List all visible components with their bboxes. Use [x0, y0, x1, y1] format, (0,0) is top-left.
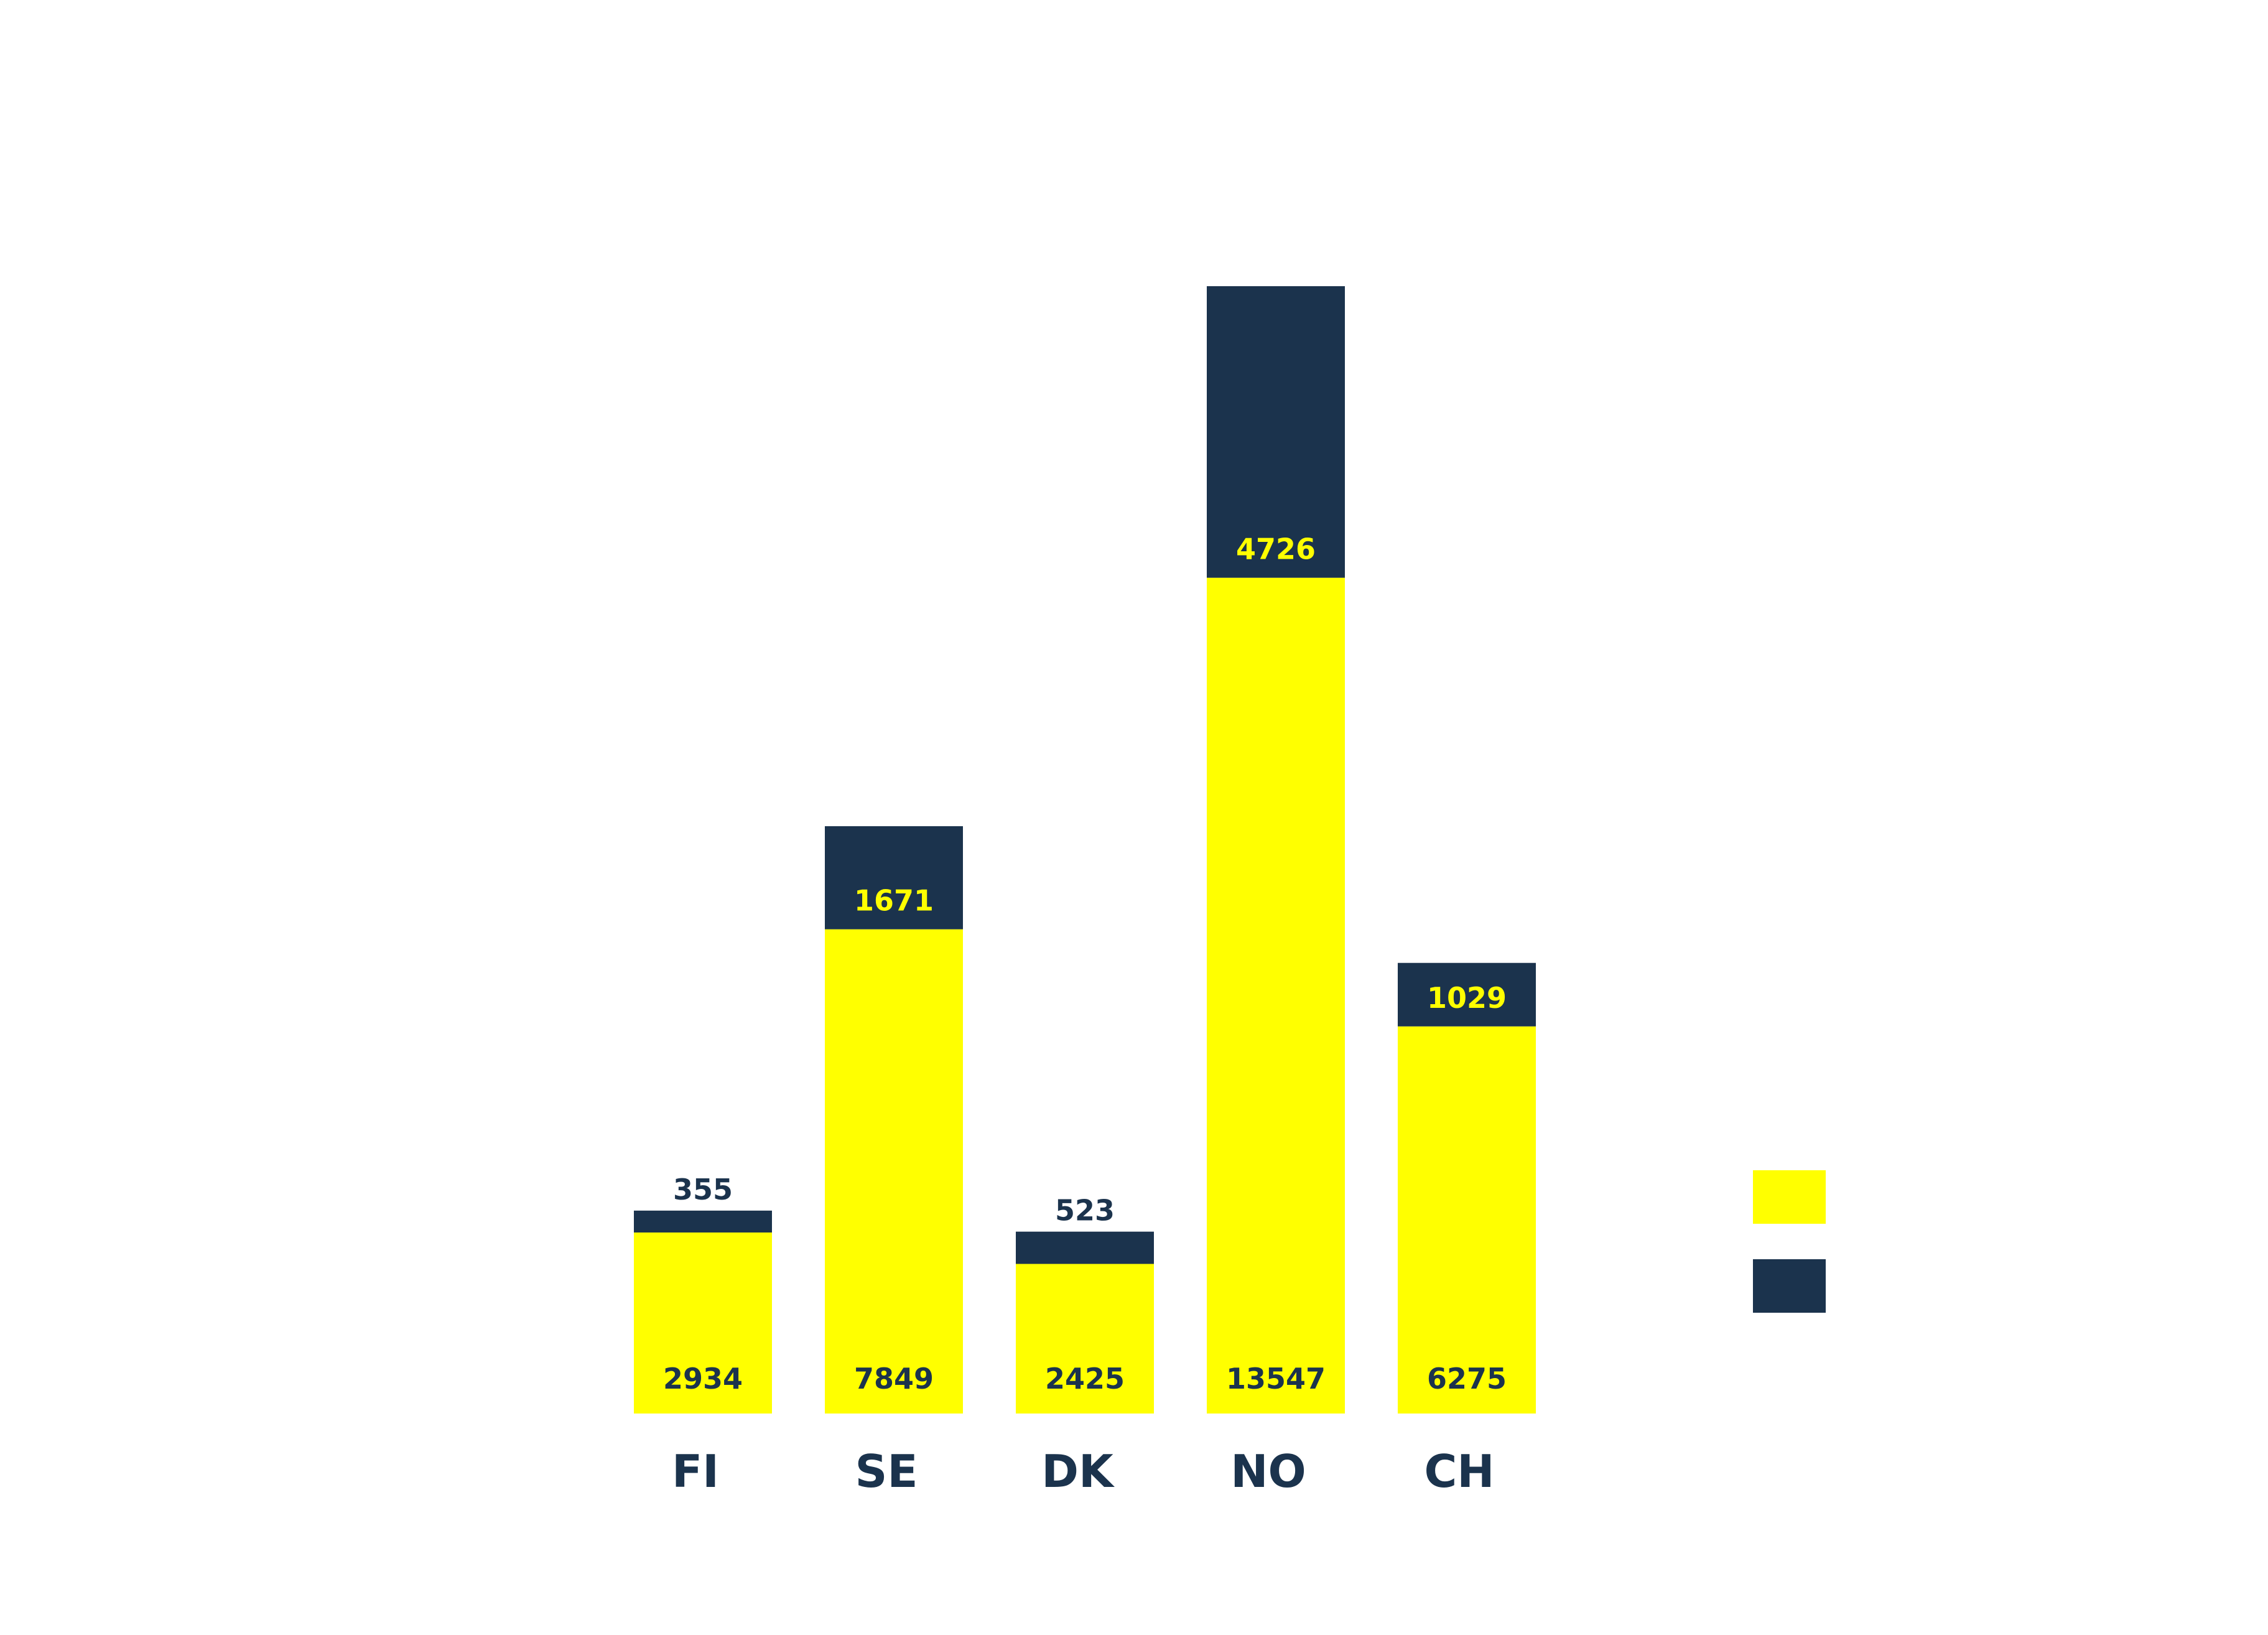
- bar-fi-series-2: [634, 1210, 772, 1233]
- data-label: 6275: [1427, 1362, 1507, 1395]
- data-label: 13547: [1226, 1362, 1326, 1395]
- data-label: 1671: [854, 884, 934, 918]
- x-tick-label: NO: [1230, 1445, 1306, 1498]
- data-label: 4726: [1236, 533, 1316, 566]
- bars-group: [634, 286, 1536, 1414]
- data-label: 2934: [663, 1362, 743, 1395]
- bar-no-series-2: [1207, 286, 1345, 578]
- legend: [1753, 1170, 1826, 1313]
- bar-no-series-1: [1207, 577, 1345, 1414]
- data-label: 2425: [1045, 1362, 1125, 1395]
- data-label: 1029: [1427, 981, 1507, 1015]
- bar-dk-series-1: [1016, 1264, 1154, 1414]
- bar-ch-series-2: [1398, 962, 1536, 1027]
- data-label: 523: [1055, 1194, 1115, 1227]
- x-tick-label: FI: [672, 1445, 719, 1498]
- bar-se-series-1: [825, 929, 963, 1414]
- data-label: 7849: [854, 1362, 934, 1395]
- bar-ch-series-1: [1398, 1026, 1536, 1414]
- x-tick-label: SE: [855, 1445, 918, 1498]
- x-tick-label: DK: [1041, 1445, 1115, 1498]
- bar-dk-series-2: [1016, 1231, 1154, 1264]
- legend-swatch: [1753, 1259, 1826, 1313]
- legend-swatch: [1753, 1170, 1826, 1224]
- labels-group: 2934 355 FI 7849 1671 SE 2425 523 DK 13547 4726 NO 6…: [663, 533, 1507, 1498]
- bar-se-series-2: [825, 826, 963, 929]
- bar-fi-series-1: [634, 1232, 772, 1414]
- data-label: 355: [673, 1173, 733, 1206]
- x-tick-label: CH: [1424, 1445, 1494, 1498]
